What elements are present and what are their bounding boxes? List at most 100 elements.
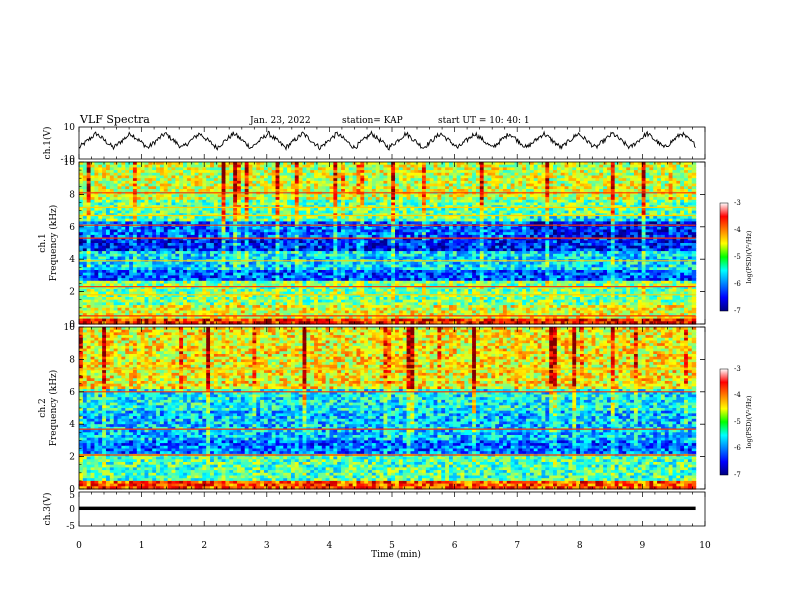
ch1-spectrogram-cell — [217, 170, 223, 174]
ch1-spectrogram-cell — [556, 164, 562, 168]
ch1-spectrogram-cell — [132, 197, 138, 201]
ch1-spectrogram-cell — [356, 194, 361, 198]
ch1-spectrogram-cell — [479, 216, 485, 220]
ch1-ytick-bottom: -10 — [61, 155, 76, 165]
ch1-spectrogram-cell — [140, 221, 146, 225]
ch1-spectrogram-cell — [159, 226, 165, 231]
ch1-spectrogram-cell — [132, 170, 138, 174]
ch1-spectrogram-cell — [614, 218, 620, 222]
ch1-spectrogram-cell — [464, 167, 469, 171]
ch1-spectrogram-cell — [603, 216, 608, 220]
ch1-spectrogram-cell — [202, 229, 207, 233]
ch1-spectrogram-cell — [82, 170, 88, 174]
ch1-spectrogram-cell — [121, 186, 126, 190]
ch1-spectrogram-cell — [368, 189, 373, 193]
ch1-spectrogram-cell — [687, 164, 693, 168]
ch1-spectrogram-cell — [468, 202, 473, 206]
ch1-spectrogram-cell — [410, 229, 415, 233]
ch1-spectrogram-cell — [425, 186, 431, 190]
ch1-spectrogram-cell — [560, 162, 566, 166]
ch1-spectrogram-cell — [140, 226, 146, 231]
ch1-spectrogram-cell — [302, 167, 307, 171]
ch1-spectrogram-cell — [383, 172, 388, 177]
ch1-spectrogram-cell — [314, 167, 319, 171]
ch1-spectrogram-cell — [680, 221, 685, 225]
ch1-spectrogram-cell — [287, 221, 292, 225]
ch1-spectrogram-cell — [167, 218, 173, 222]
ch1-spectrogram-cell — [333, 197, 338, 201]
ch1-spectrogram-cell — [360, 194, 365, 198]
ch1-spectrogram-cell — [202, 199, 207, 204]
ch1-spectrogram-cell — [452, 232, 458, 236]
ch1-spectrogram-cell — [406, 183, 412, 187]
ch1-spectrogram-cell — [379, 164, 385, 168]
ch1-spectrogram-cell — [252, 194, 257, 198]
ch1-spectrogram-cell — [190, 199, 196, 204]
ch1-spectrogram-cell — [333, 210, 338, 214]
ch1-spectrogram-cell — [148, 167, 153, 171]
ch1-spectrogram-cell — [283, 175, 288, 179]
ch1-spectrogram-cell — [129, 221, 134, 225]
ch1-spectrogram-cell — [691, 210, 697, 214]
ch1-spectrogram-cell — [256, 197, 261, 201]
ch1-spectrogram-cell — [684, 194, 689, 198]
ch1-spectrogram-cell — [348, 210, 354, 214]
ch1-spectrogram-cell — [418, 164, 423, 168]
ch1-spectrogram-cell — [687, 178, 693, 182]
ch1-spectrogram-cell — [310, 199, 315, 204]
ch1-spectrogram-cell — [310, 180, 315, 185]
ch1-spectrogram-cell — [522, 194, 527, 198]
ch1-spectrogram-cell — [213, 164, 219, 168]
ch1-spectrogram-cell — [664, 218, 670, 222]
ch1-spectrogram-cell — [86, 162, 92, 166]
ch1-spectrogram-cell — [576, 172, 581, 177]
ch1-spectrogram-cell — [526, 226, 531, 231]
ch1-spectrogram-cell — [306, 183, 311, 187]
ch1-spectrogram-cell — [680, 164, 685, 168]
ch1-spectrogram-cell — [206, 170, 211, 174]
ch1-spectrogram-cell — [229, 221, 234, 225]
ch1-spectrogram-cell — [159, 197, 165, 201]
ch1-spectrogram-cell — [464, 172, 469, 177]
ch1-spectrogram-cell — [310, 172, 315, 177]
ch1-spectrogram-cell — [260, 162, 265, 166]
ch1-spectrogram-cell — [140, 186, 146, 190]
ch1-spectrogram-cell — [237, 202, 242, 206]
ch1-spectrogram-cell — [90, 164, 96, 168]
ch1-spectrogram-cell — [244, 221, 250, 225]
ch1-spectrogram-cell — [360, 216, 365, 220]
ch1-spectrogram-cell — [433, 216, 438, 220]
ch1-spectrogram-cell — [225, 180, 230, 185]
ch1-spectrogram-cell — [383, 162, 388, 166]
ch1-spectrogram-cell — [252, 207, 257, 212]
ch1-spectrogram-cell — [603, 226, 608, 231]
ch1-spectrogram-cell — [664, 175, 670, 179]
ch1-spectrogram-cell — [499, 172, 504, 177]
ch1-spectrogram-cell — [414, 216, 419, 220]
ch1-spectrogram-cell — [387, 197, 392, 201]
ch1-spectrogram-cell — [171, 226, 176, 231]
ch1-spectrogram-cell — [495, 162, 500, 166]
ch1-spectrogram-cell — [418, 162, 423, 166]
ch1-spectrogram-cell — [132, 172, 138, 177]
ch1-spectrogram-cell — [676, 164, 681, 168]
ch1-spectrogram-cell — [132, 162, 138, 166]
ch1-spectrogram-cell — [622, 207, 627, 212]
ch1-spectrogram-cell — [499, 175, 504, 179]
ch1-spectrogram-cell — [279, 194, 284, 198]
ch1-spectrogram-cell — [317, 202, 323, 206]
ch1-spectrogram-cell — [183, 180, 188, 185]
ch1-spectrogram-cell — [229, 162, 234, 166]
ch1-spectrogram-cell — [368, 202, 373, 206]
ch1-spectrogram-cell — [499, 232, 504, 236]
ch1-spectrogram-cell — [633, 197, 639, 201]
ch1-spectrogram-cell — [333, 172, 338, 177]
ch1-spectrogram-cell — [630, 167, 635, 171]
ch1-spectrogram-cell — [499, 207, 504, 212]
ch1-spectrogram-cell — [132, 167, 138, 171]
ch1-spectrogram-cell — [637, 164, 643, 168]
ch1-spectrogram-cell — [660, 178, 666, 182]
ch1-spectrogram-cell — [271, 167, 277, 171]
ch1-spectrogram-cell — [190, 167, 196, 171]
ch1-spectrogram-cell — [595, 164, 600, 168]
